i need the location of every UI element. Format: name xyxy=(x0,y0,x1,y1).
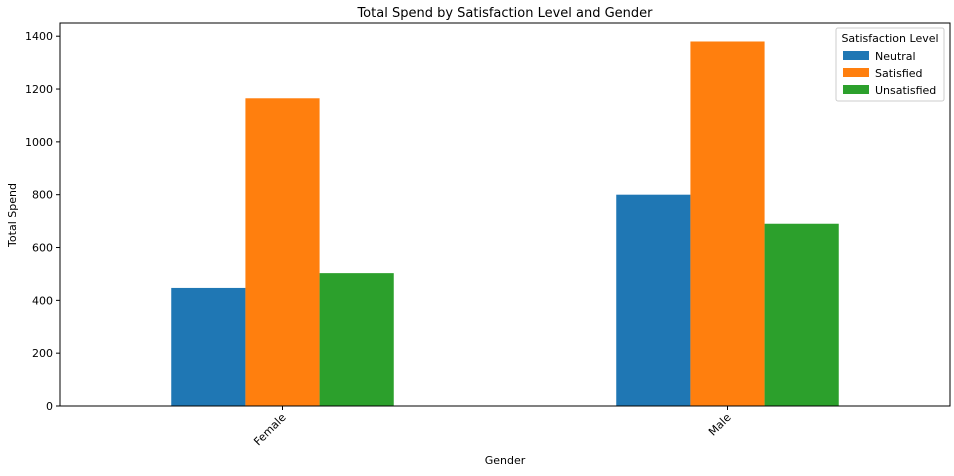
legend-items: Neutral Satisfied Unsatisfied xyxy=(843,50,936,97)
legend-label-neutral: Neutral xyxy=(875,50,916,63)
y-axis-label: Total Spend xyxy=(6,183,19,248)
legend: Satisfaction Level Neutral Satisfied Unsat… xyxy=(835,27,945,102)
x-tick-label: Female xyxy=(251,411,288,448)
y-tick-label: 200 xyxy=(32,347,53,360)
y-tick-label: 1000 xyxy=(25,136,53,149)
bar-neutral-female xyxy=(171,287,246,406)
plot-area-frame xyxy=(59,22,951,407)
bars-group xyxy=(171,41,839,407)
legend-title: Satisfaction Level xyxy=(841,32,938,45)
y-tick-label: 1400 xyxy=(25,30,53,43)
bar-satisfied-male xyxy=(690,41,765,406)
legend-box xyxy=(835,27,945,102)
y-tick-label: 800 xyxy=(32,189,53,202)
y-axis-ticks: 0 200 400 600 800 1000 1200 1400 xyxy=(25,30,60,413)
legend-swatch-unsatisfied xyxy=(843,85,869,94)
bar-unsatisfied-female xyxy=(319,273,394,406)
y-tick-label: 600 xyxy=(32,242,53,255)
x-tick-label: Male xyxy=(706,411,734,439)
x-axis-label: Gender xyxy=(485,454,526,467)
chart-title: Total Spend by Satisfaction Level and Ge… xyxy=(356,6,653,21)
legend-swatch-neutral xyxy=(843,51,869,60)
bar-unsatisfied-male xyxy=(764,223,839,406)
legend-label-unsatisfied: Unsatisfied xyxy=(875,84,936,97)
y-tick-label: 0 xyxy=(46,400,53,413)
y-tick-label: 400 xyxy=(32,294,53,307)
bar-satisfied-female xyxy=(245,98,320,407)
bar-neutral-male xyxy=(616,194,691,406)
y-tick-label: 1200 xyxy=(25,83,53,96)
legend-label-satisfied: Satisfied xyxy=(875,67,923,80)
legend-swatch-satisfied xyxy=(843,68,869,77)
x-axis-ticks: Female Male xyxy=(251,406,734,448)
